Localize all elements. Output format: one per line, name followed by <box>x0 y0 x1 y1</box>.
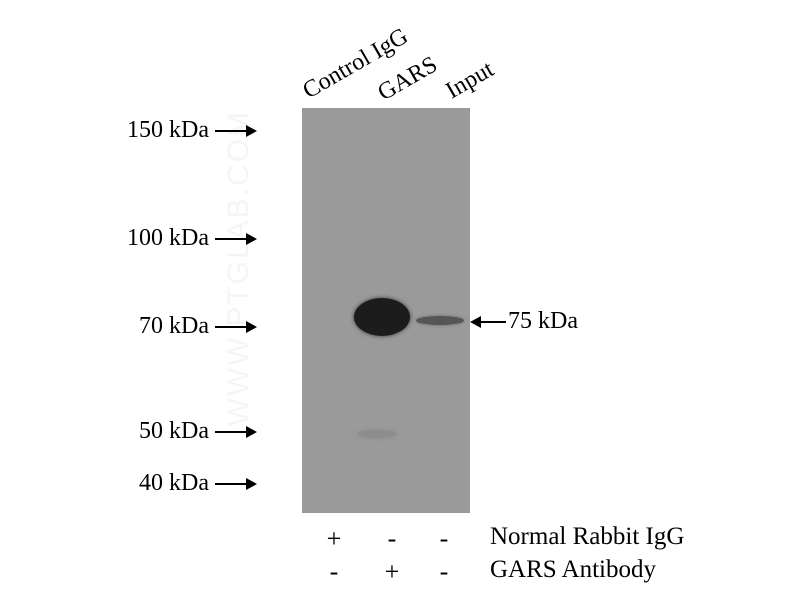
condition-label-gars-antibody: GARS Antibody <box>490 556 657 583</box>
western-blot-membrane <box>302 108 470 513</box>
condition-value: - <box>387 524 397 553</box>
band-faint-50kda <box>357 430 397 438</box>
condition-label-normal-rabbit-igg: Normal Rabbit IgG <box>490 523 685 550</box>
marker-70: 70 kDa <box>139 313 257 340</box>
watermark: WWW.PTGLAB.COM <box>222 110 256 426</box>
marker-label: 50 kDa <box>139 418 209 444</box>
band-input <box>416 316 464 325</box>
marker-label: 100 kDa <box>127 225 209 251</box>
target-band-text: 75 kDa <box>508 308 578 334</box>
marker-label: 150 kDa <box>127 117 209 143</box>
marker-150: 150 kDa <box>127 117 257 144</box>
arrow-right-icon <box>215 320 257 333</box>
arrow-left-icon <box>470 315 506 328</box>
band-gars-strong <box>354 298 410 336</box>
marker-40: 40 kDa <box>139 470 257 497</box>
condition-value: - <box>439 524 449 553</box>
marker-label: 40 kDa <box>139 470 209 496</box>
arrow-right-icon <box>215 232 257 245</box>
arrow-right-icon <box>215 425 257 438</box>
marker-50: 50 kDa <box>139 418 257 445</box>
marker-100: 100 kDa <box>127 225 257 252</box>
condition-value: + <box>384 557 400 586</box>
condition-value: + <box>326 524 342 553</box>
arrow-right-icon <box>215 124 257 137</box>
marker-label: 70 kDa <box>139 313 209 339</box>
target-band-label: 75 kDa <box>470 308 578 335</box>
condition-value: - <box>329 557 339 586</box>
arrow-right-icon <box>215 477 257 490</box>
lane-label-input: Input <box>441 56 499 105</box>
condition-value: - <box>439 557 449 586</box>
